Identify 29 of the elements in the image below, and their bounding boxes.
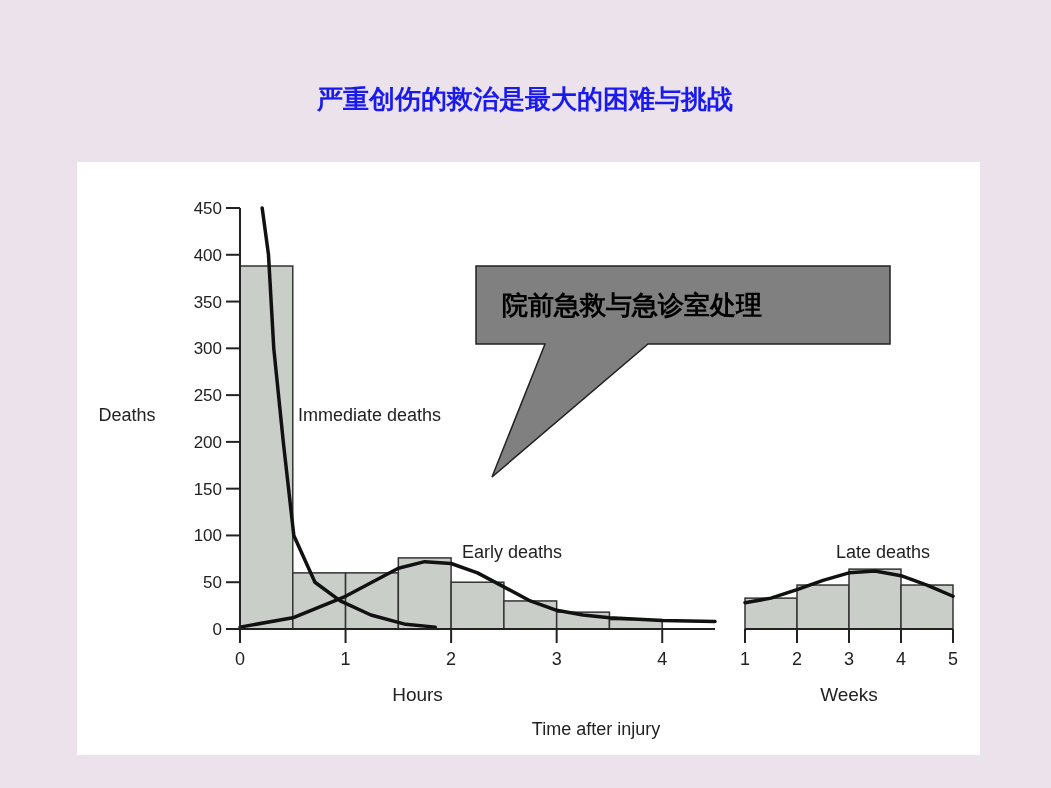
annotation: Immediate deaths	[298, 405, 442, 425]
x-tick-label: 4	[895, 649, 907, 669]
text: Time after injury	[531, 719, 661, 739]
x-tick-label: 1	[739, 649, 751, 669]
annotation: Early deaths	[462, 542, 563, 562]
y-tick-label: 450	[193, 199, 222, 218]
y-tick-label: 400	[193, 245, 222, 265]
y-tick-label: 350	[193, 292, 222, 312]
x-axis-title: Weeks	[820, 684, 878, 705]
y-tick-label: 250	[193, 386, 222, 406]
x-tick-label: 5	[947, 649, 959, 669]
y-tick-label: 50	[203, 573, 222, 593]
y-axis-title: Deaths	[98, 405, 156, 425]
annotation: Late deaths	[836, 542, 931, 562]
x-tick-label: 1	[340, 649, 351, 669]
y-tick-label: 300	[193, 339, 222, 359]
x-axis-title: Hours	[392, 684, 443, 705]
x-tick-label: 2	[446, 649, 457, 669]
x-tick-label: 3	[551, 649, 562, 669]
y-tick-label: 150	[193, 479, 222, 499]
x-tick-label: 2	[791, 649, 803, 669]
x-tick-label: 4	[657, 649, 668, 669]
chart-title: 严重创伤的救治是最大的困难与挑战	[316, 84, 733, 114]
x-tick-label: 0	[234, 649, 246, 669]
x-tick-label: 3	[843, 649, 855, 669]
y-tick-label: 200	[193, 432, 222, 452]
y-tick-label: 0	[212, 620, 222, 639]
annotation: 院前急救与急诊室处理	[502, 290, 762, 320]
y-tick-label: 100	[193, 526, 222, 546]
